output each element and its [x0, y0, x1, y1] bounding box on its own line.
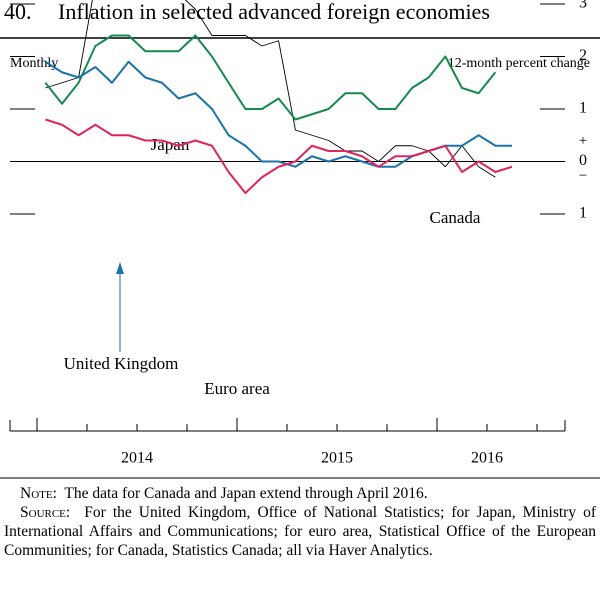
notes: Note: The data for Canada and Japan exte…: [4, 484, 596, 560]
note-text: For the United Kingdom, Office of Nation…: [4, 504, 597, 559]
y-tick-label: 0: [579, 152, 587, 169]
series-label: Canada: [430, 208, 481, 227]
note-label: Note:: [20, 485, 57, 502]
series-line: [44, 60, 512, 168]
right-label: 12-month percent change: [448, 56, 590, 71]
series-line: [45, 118, 513, 194]
sign-label: +: [579, 133, 587, 149]
y-tick-label: 1: [579, 100, 587, 117]
x-tick-label: 2014: [121, 450, 153, 467]
note: Note: The data for Canada and Japan exte…: [4, 484, 596, 503]
left-label: Monthly: [10, 56, 58, 71]
y-tick-label: 2: [579, 47, 587, 64]
series-label: Euro area: [204, 379, 270, 398]
note: Source: For the United Kingdom, Office o…: [4, 503, 596, 560]
y-tick-label: 3: [579, 0, 587, 12]
series-line: [44, 34, 497, 121]
x-tick-label: 2016: [471, 450, 503, 467]
series-label: United Kingdom: [64, 354, 179, 373]
x-tick-label: 2015: [321, 450, 353, 467]
sign-label: −: [579, 168, 587, 184]
arrow-head: [116, 262, 124, 274]
note-text: The data for Canada and Japan extend thr…: [64, 485, 428, 502]
chart-title: Inflation in selected advanced foreign e…: [58, 0, 490, 24]
note-label: Source:: [20, 504, 71, 521]
y-tick-label: 1: [579, 205, 587, 222]
chart: 40. Inflation in selected advanced forei…: [0, 0, 600, 479]
series-line: [45, 0, 496, 178]
